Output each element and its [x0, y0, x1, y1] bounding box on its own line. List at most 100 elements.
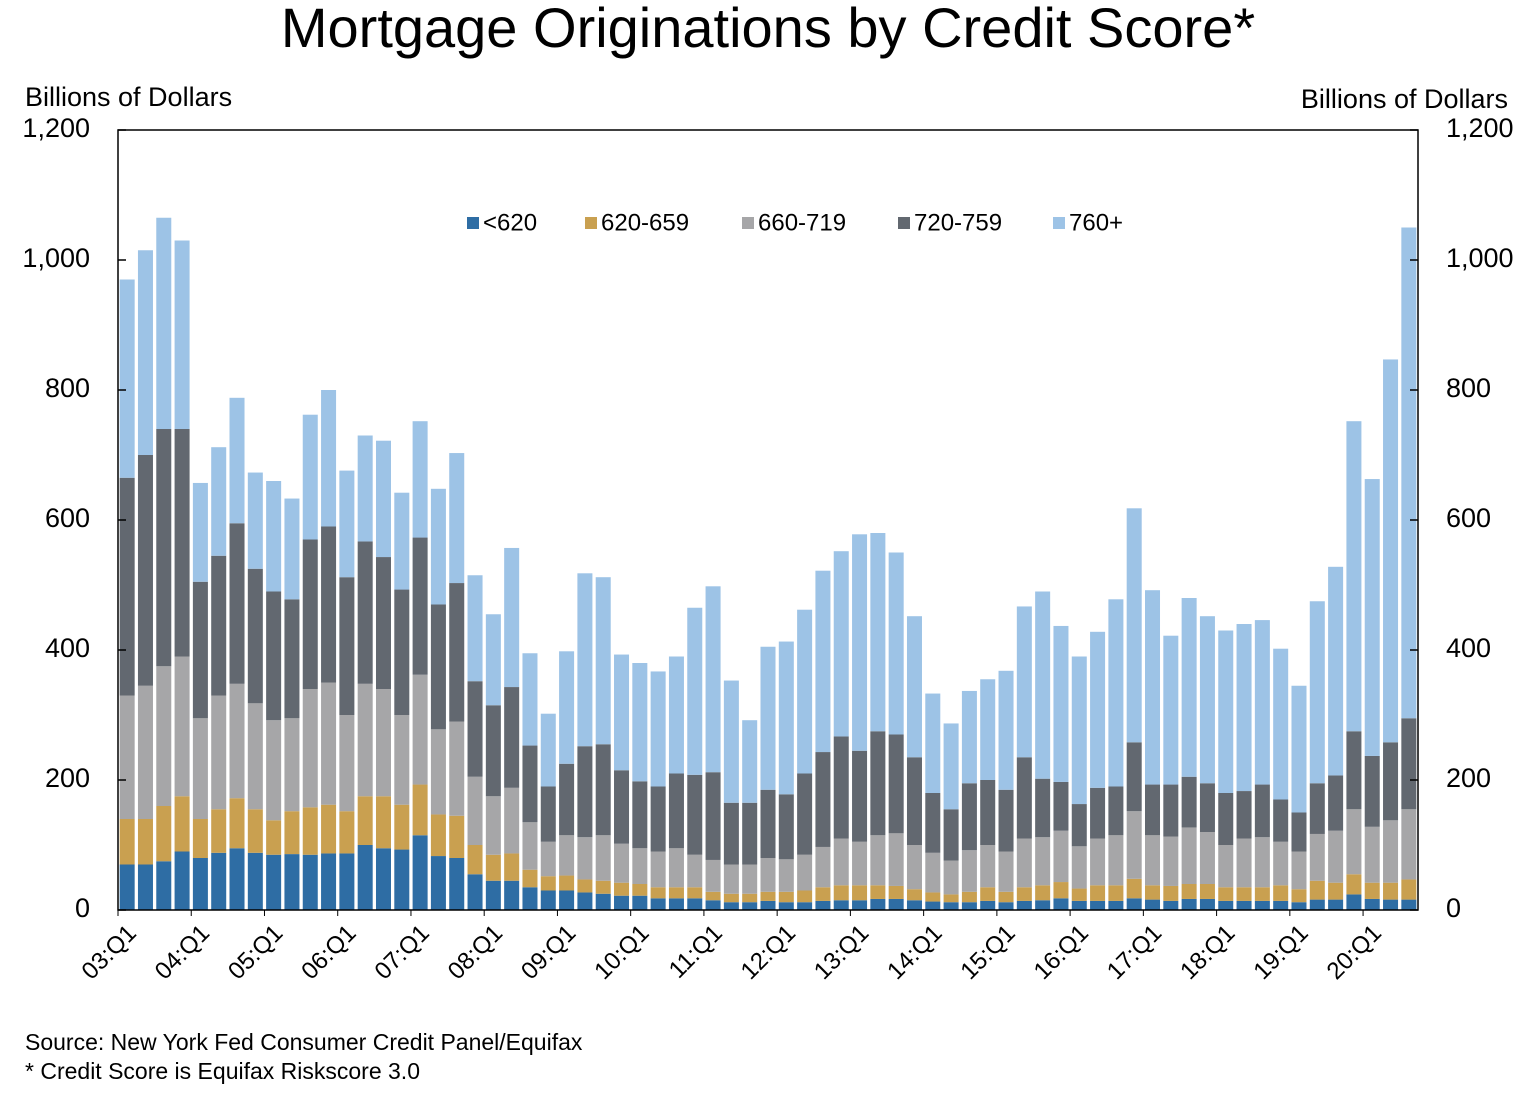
- legend-swatch: [585, 217, 597, 229]
- bar-segment: [375, 796, 391, 849]
- x-tick-label: 06:Q1: [296, 920, 361, 985]
- bar-segment: [632, 663, 648, 782]
- bar-segment: [870, 885, 886, 899]
- bar-segment: [668, 887, 684, 899]
- bar-segment: [467, 874, 483, 910]
- bar-segment: [1071, 846, 1087, 889]
- x-tick-label: 15:Q1: [955, 920, 1020, 985]
- y-tick-label: 800: [45, 373, 90, 403]
- bar-segment: [1291, 685, 1307, 813]
- bar-segment: [1218, 845, 1234, 888]
- x-tick-label: 08:Q1: [443, 920, 508, 985]
- bar-segment: [1218, 630, 1234, 793]
- bar-segment: [906, 889, 922, 901]
- bar-segment: [1199, 898, 1215, 910]
- bar-segment: [559, 835, 575, 876]
- bar-segment: [961, 891, 977, 903]
- bar-segment: [833, 551, 849, 737]
- bar-segment: [1126, 811, 1142, 879]
- bar-segment: [925, 901, 941, 910]
- bar-segment: [797, 773, 813, 855]
- bar-segment: [1291, 889, 1307, 903]
- bar-segment: [1364, 826, 1380, 883]
- bar-segment: [522, 822, 538, 870]
- bar-segment: [540, 890, 556, 910]
- bar-segment: [1145, 835, 1161, 886]
- bar-segment: [302, 854, 318, 910]
- bar-segment: [302, 414, 318, 540]
- bar-segment: [980, 679, 996, 780]
- bar-segment: [1108, 835, 1124, 886]
- bar-segment: [723, 893, 739, 903]
- x-tick-label: 12:Q1: [736, 920, 801, 985]
- bar-segment: [1035, 900, 1051, 910]
- bar-segment: [394, 849, 410, 910]
- bar-segment: [321, 853, 337, 910]
- bar-segment: [1254, 620, 1270, 785]
- source-note: Source: New York Fed Consumer Credit Pan…: [25, 1029, 583, 1055]
- y-tick-label: 1,200: [22, 113, 90, 143]
- bar-segment: [888, 734, 904, 834]
- bar-segment: [778, 902, 794, 910]
- bar-segment: [504, 853, 520, 881]
- bar-segment: [467, 681, 483, 777]
- bar-segment: [742, 893, 758, 903]
- bar-segment: [559, 890, 575, 910]
- bar-segment: [137, 685, 153, 819]
- bar-segment: [504, 687, 520, 788]
- bar-segment: [156, 806, 172, 862]
- bar-segment: [394, 492, 410, 590]
- y2-tick-label: 200: [1446, 763, 1491, 793]
- bar-segment: [1254, 837, 1270, 888]
- legend-label: 660-719: [758, 209, 846, 236]
- legend-label: 620-659: [601, 209, 689, 236]
- footnote: * Credit Score is Equifax Riskscore 3.0: [25, 1058, 420, 1084]
- legend-swatch: [898, 217, 910, 229]
- bar-segment: [1291, 812, 1307, 852]
- bar-segment: [1346, 421, 1362, 732]
- bar-segment: [119, 477, 135, 696]
- bar-segment: [192, 482, 208, 582]
- bar-segment: [357, 435, 373, 542]
- bar-segment: [229, 798, 245, 849]
- bar-segment: [650, 671, 666, 787]
- bar-segment: [1181, 598, 1197, 777]
- bar-segment: [595, 893, 611, 910]
- bar-segment: [1199, 884, 1215, 899]
- bar-segment: [888, 833, 904, 886]
- y2-tick-label: 1,200: [1446, 113, 1514, 143]
- bar-segment: [998, 891, 1014, 903]
- bar-segment: [1090, 787, 1106, 839]
- legend-label: <620: [483, 209, 537, 236]
- bar-segment: [357, 845, 373, 910]
- bar-segment: [778, 794, 794, 860]
- x-tick-label: 17:Q1: [1102, 920, 1167, 985]
- bar-segment: [247, 809, 263, 853]
- bar-segment: [156, 217, 172, 429]
- bar-segment: [156, 861, 172, 910]
- bar-segment: [1291, 851, 1307, 890]
- bar-segment: [357, 796, 373, 845]
- x-tick-label: 20:Q1: [1322, 920, 1387, 985]
- bar-segment: [632, 848, 648, 884]
- bar-segment: [797, 902, 813, 910]
- bar-segment: [778, 859, 794, 892]
- bar-segment: [1163, 900, 1179, 910]
- bar-segment: [888, 885, 904, 899]
- bar-segment: [1236, 838, 1252, 888]
- bar-segment: [906, 757, 922, 845]
- bar-segment: [485, 854, 501, 881]
- x-tick-label: 11:Q1: [664, 920, 728, 984]
- legend-label: 720-759: [914, 209, 1002, 236]
- bar-segment: [430, 604, 446, 730]
- bar-segment: [247, 472, 263, 569]
- bar-segment: [1016, 606, 1032, 758]
- bar-segment: [614, 882, 630, 896]
- bar-segment: [540, 713, 556, 787]
- bar-segment: [211, 809, 227, 853]
- bar-segment: [778, 891, 794, 903]
- bar-segment: [412, 537, 428, 675]
- bar-segment: [284, 498, 300, 600]
- bar-segment: [1145, 885, 1161, 900]
